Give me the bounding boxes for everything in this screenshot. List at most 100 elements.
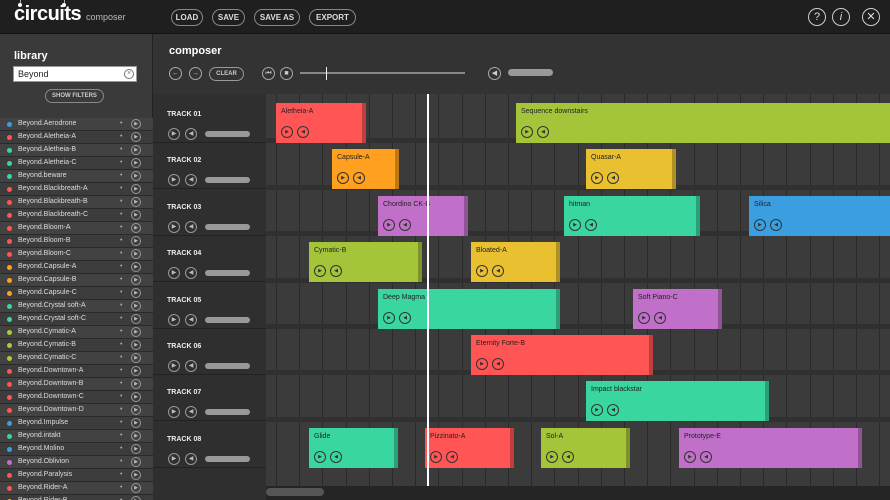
track-volume-slider[interactable] (205, 270, 250, 277)
audio-clip[interactable]: Deep Magma ▶ ◀ (378, 288, 560, 329)
audio-clip[interactable]: Bloated-A ▶ ◀ (471, 242, 560, 283)
track-volume-icon[interactable]: ◀ (185, 220, 197, 233)
more-icon[interactable]: • (120, 159, 123, 166)
more-icon[interactable]: • (120, 354, 123, 361)
info-icon[interactable]: i (832, 8, 850, 26)
audio-clip[interactable]: Impact blackstar ▶ ◀ (586, 381, 769, 422)
play-icon[interactable]: ▶ (131, 327, 141, 337)
library-item[interactable]: Beyond.Paralysis • ▶ (0, 469, 153, 482)
play-icon[interactable]: ▶ (131, 132, 141, 142)
more-icon[interactable]: • (120, 328, 123, 335)
clip-volume-icon[interactable]: ◀ (607, 172, 619, 185)
clip-play-icon[interactable]: ▶ (314, 450, 326, 463)
track-volume-icon[interactable]: ◀ (185, 174, 197, 187)
play-icon[interactable]: ▶ (131, 210, 141, 220)
library-item[interactable]: Beyond.Bloom-B • ▶ (0, 235, 153, 248)
more-icon[interactable]: • (120, 458, 123, 465)
clip-play-icon[interactable]: ▶ (383, 218, 395, 231)
library-item[interactable]: Beyond.Bloom-A • ▶ (0, 222, 153, 235)
clip-volume-icon[interactable]: ◀ (330, 265, 342, 278)
clip-play-icon[interactable]: ▶ (430, 450, 442, 463)
track-volume-slider[interactable] (205, 409, 250, 416)
track-volume-icon[interactable]: ◀ (185, 452, 197, 465)
play-icon[interactable]: ▶ (131, 249, 141, 259)
library-item[interactable]: Beyond.Aerodrone • ▶ (0, 118, 153, 131)
library-item[interactable]: Beyond.Downtown-C • ▶ (0, 391, 153, 404)
clip-volume-icon[interactable]: ◀ (353, 172, 365, 185)
more-icon[interactable]: • (120, 198, 123, 205)
clip-volume-icon[interactable]: ◀ (770, 218, 782, 231)
play-icon[interactable]: ▶ (131, 457, 141, 467)
track-volume-slider[interactable] (205, 316, 250, 323)
library-item[interactable]: Beyond.Capsule-A • ▶ (0, 261, 153, 274)
play-icon[interactable]: ▶ (131, 418, 141, 428)
more-icon[interactable]: • (120, 185, 123, 192)
stop-icon[interactable]: ■ (280, 67, 293, 80)
play-icon[interactable]: ▶ (131, 158, 141, 168)
audio-clip[interactable]: Eternity Forte-B ▶ ◀ (471, 335, 653, 375)
more-icon[interactable]: • (120, 367, 123, 374)
audio-clip[interactable]: hitman ▶ ◀ (564, 195, 700, 236)
more-icon[interactable]: • (120, 432, 123, 439)
more-icon[interactable]: • (120, 289, 123, 296)
audio-clip[interactable]: Sequence downstairs ▶ ◀ (516, 103, 890, 143)
horizontal-scrollbar[interactable] (266, 486, 890, 500)
play-icon[interactable]: ▶ (131, 262, 141, 272)
more-icon[interactable]: • (120, 406, 123, 413)
library-search-input[interactable] (13, 66, 137, 82)
play-icon[interactable]: ▶ (131, 288, 141, 298)
library-item[interactable]: Beyond.intakt • ▶ (0, 430, 153, 443)
more-icon[interactable]: • (120, 120, 123, 127)
clip-volume-icon[interactable]: ◀ (399, 311, 411, 324)
library-item[interactable]: Beyond.Oblivion • ▶ (0, 456, 153, 469)
library-item[interactable]: Beyond.Aletheia-B • ▶ (0, 144, 153, 157)
save-button[interactable]: SAVE (212, 9, 245, 26)
audio-clip[interactable]: Aletheia-A ▶ ◀ (276, 103, 366, 143)
clip-volume-icon[interactable]: ◀ (700, 450, 712, 463)
clip-volume-icon[interactable]: ◀ (654, 311, 666, 324)
library-item[interactable]: Beyond.Blackbreath-C • ▶ (0, 209, 153, 222)
audio-clip[interactable]: Glide ▶ ◀ (309, 427, 398, 468)
undo-icon[interactable]: ← (169, 67, 182, 80)
play-icon[interactable]: ▶ (131, 171, 141, 181)
library-item[interactable]: Beyond.Crystal soft-C • ▶ (0, 313, 153, 326)
library-item[interactable]: Beyond.Blackbreath-A • ▶ (0, 183, 153, 196)
more-icon[interactable]: • (120, 237, 123, 244)
play-icon[interactable]: ▶ (131, 340, 141, 350)
track-play-icon[interactable]: ▶ (168, 128, 180, 140)
library-item[interactable]: Beyond.Downtown-A • ▶ (0, 365, 153, 378)
clip-play-icon[interactable]: ▶ (569, 218, 581, 231)
clip-play-icon[interactable]: ▶ (591, 404, 603, 417)
more-icon[interactable]: • (120, 471, 123, 478)
play-icon[interactable]: ▶ (131, 223, 141, 233)
track-volume-icon[interactable]: ◀ (185, 313, 197, 326)
audio-clip[interactable]: Capsule-A ▶ ◀ (332, 149, 399, 190)
track-volume-icon[interactable]: ◀ (185, 128, 197, 140)
play-icon[interactable]: ▶ (131, 353, 141, 363)
show-filters-button[interactable]: SHOW FILTERS (45, 89, 104, 103)
library-item[interactable]: Beyond.Downtown-B • ▶ (0, 378, 153, 391)
play-icon[interactable]: ▶ (131, 119, 141, 129)
library-item[interactable]: Beyond.Crystal soft-A • ▶ (0, 300, 153, 313)
load-button[interactable]: LOAD (171, 9, 203, 26)
clear-search-icon[interactable]: × (124, 69, 134, 79)
playhead[interactable] (427, 94, 429, 486)
more-icon[interactable]: • (120, 146, 123, 153)
help-icon[interactable]: ? (808, 8, 826, 26)
clip-play-icon[interactable]: ▶ (591, 172, 603, 185)
track-volume-slider[interactable] (205, 363, 250, 369)
clip-volume-icon[interactable]: ◀ (446, 450, 458, 463)
audio-clip[interactable]: Sol-A ▶ ◀ (541, 427, 630, 468)
play-icon[interactable]: ▶ (131, 444, 141, 454)
audio-clip[interactable]: Cymatic-B ▶ ◀ (309, 242, 422, 283)
clip-play-icon[interactable]: ▶ (476, 358, 488, 370)
timeline-slider[interactable] (300, 72, 465, 74)
audio-clip[interactable]: Pizzinato-A ▶ ◀ (425, 427, 514, 468)
clip-play-icon[interactable]: ▶ (281, 126, 293, 138)
timeline-position-handle[interactable] (326, 67, 327, 80)
more-icon[interactable]: • (120, 250, 123, 257)
clip-volume-icon[interactable]: ◀ (492, 358, 504, 370)
library-item[interactable]: Beyond.Rider-B • ▶ (0, 495, 153, 500)
close-icon[interactable]: ✕ (862, 8, 880, 26)
audio-clip[interactable]: Chordino CK-B ▶ ◀ (378, 195, 468, 236)
